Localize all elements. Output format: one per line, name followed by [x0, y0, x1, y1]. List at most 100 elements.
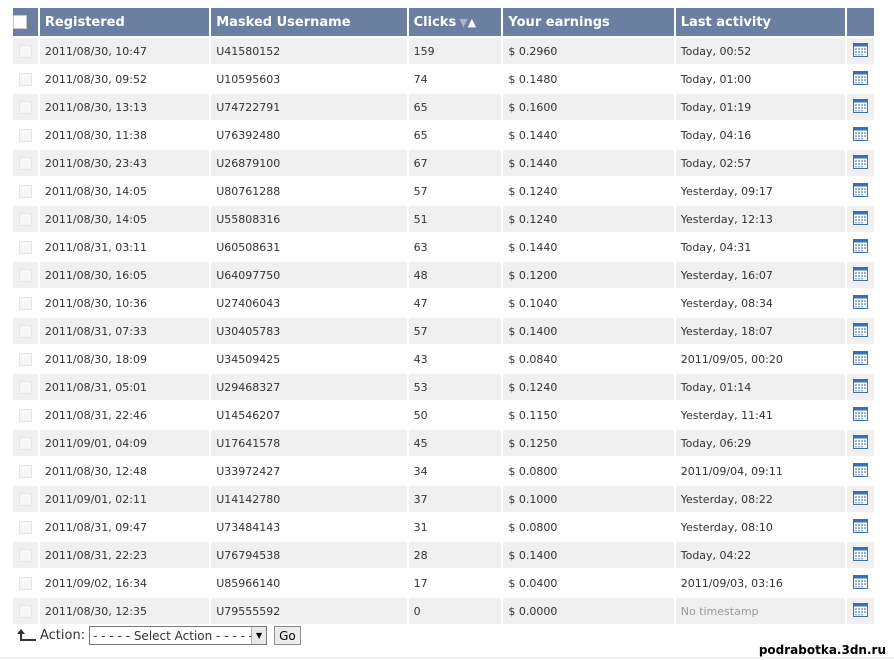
row-checkbox[interactable]	[18, 156, 32, 170]
calendar-stats-icon[interactable]	[853, 210, 869, 228]
table-row: 2011/08/30, 14:05 U80761288 57 $ 0.1240 Yest…	[13, 178, 874, 204]
cell-username: U14142780	[211, 486, 407, 512]
chevron-down-icon[interactable]: ▼	[251, 627, 267, 644]
select-all-checkbox[interactable]	[13, 15, 27, 29]
table-row: 2011/08/30, 23:43 U26879100 67 $ 0.1440 Toda…	[13, 150, 874, 176]
row-checkbox-cell	[13, 486, 38, 512]
header-earnings[interactable]: Your earnings	[503, 8, 674, 36]
calendar-stats-icon[interactable]	[853, 266, 869, 284]
row-checkbox-cell	[13, 514, 38, 540]
calendar-stats-icon[interactable]	[853, 574, 869, 592]
cell-last-activity: Yesterday, 09:17	[675, 178, 846, 204]
row-checkbox[interactable]	[18, 520, 32, 534]
calendar-stats-icon[interactable]	[853, 490, 869, 508]
last-activity-text: Yesterday, 18:07	[680, 324, 773, 338]
header-username[interactable]: Masked Username	[211, 8, 407, 36]
cell-earnings: $ 0.0800	[503, 514, 674, 540]
cell-earnings: $ 0.1200	[503, 262, 674, 288]
calendar-stats-icon[interactable]	[853, 518, 869, 536]
header-last-activity-label: Last activity	[680, 14, 772, 30]
last-activity-text: Yesterday, 16:07	[680, 268, 773, 282]
cell-username: U33972427	[211, 458, 407, 484]
cell-registered: 2011/08/31, 05:01	[39, 374, 210, 400]
cell-registered: 2011/08/31, 07:33	[39, 318, 210, 344]
row-checkbox[interactable]	[18, 576, 32, 590]
calendar-stats-icon[interactable]	[853, 406, 869, 424]
row-checkbox[interactable]	[18, 464, 32, 478]
header-username-label: Masked Username	[216, 14, 351, 30]
table-row: 2011/08/31, 22:46 U14546207 50 $ 0.1150 Yest…	[13, 402, 874, 428]
row-checkbox-cell	[13, 290, 38, 316]
row-checkbox[interactable]	[18, 212, 32, 226]
cell-clicks: 45	[408, 430, 502, 456]
cell-username: U55808316	[211, 206, 407, 232]
calendar-stats-icon[interactable]	[853, 602, 869, 620]
cell-registered: 2011/08/30, 12:48	[39, 458, 210, 484]
calendar-stats-icon[interactable]	[853, 154, 869, 172]
row-checkbox[interactable]	[18, 436, 32, 450]
sort-ascending-icon[interactable]: ▲	[467, 15, 477, 29]
last-activity-text: Today, 00:52	[680, 44, 752, 58]
calendar-stats-icon[interactable]	[853, 238, 869, 256]
cell-last-activity: 2011/09/04, 09:11	[675, 458, 846, 484]
header-clicks[interactable]: Clicks ▼▲	[408, 8, 502, 36]
last-activity-text: No timestamp	[680, 604, 759, 618]
cell-clicks: 48	[408, 262, 502, 288]
header-registered[interactable]: Registered	[39, 8, 210, 36]
calendar-stats-icon[interactable]	[853, 378, 869, 396]
cell-registered: 2011/08/31, 22:23	[39, 542, 210, 568]
calendar-stats-icon[interactable]	[853, 42, 869, 60]
row-icon-cell	[847, 318, 874, 344]
calendar-stats-icon[interactable]	[853, 294, 869, 312]
calendar-stats-icon[interactable]	[853, 462, 869, 480]
cell-username: U27406043	[211, 290, 407, 316]
calendar-stats-icon[interactable]	[853, 126, 869, 144]
cell-username: U74722791	[211, 94, 407, 120]
last-activity-text: 2011/09/05, 00:20	[680, 352, 783, 366]
row-checkbox[interactable]	[18, 408, 32, 422]
row-checkbox[interactable]	[18, 492, 32, 506]
row-checkbox[interactable]	[18, 240, 32, 254]
row-checkbox[interactable]	[18, 268, 32, 282]
last-activity-text: Today, 04:31	[680, 240, 752, 254]
row-icon-cell	[847, 514, 874, 540]
last-activity-text: 2011/09/03, 03:16	[680, 576, 783, 590]
row-checkbox[interactable]	[18, 324, 32, 338]
calendar-stats-icon[interactable]	[853, 322, 869, 340]
calendar-stats-icon[interactable]	[853, 182, 869, 200]
row-checkbox[interactable]	[18, 352, 32, 366]
row-checkbox-cell	[13, 458, 38, 484]
cell-registered: 2011/08/30, 14:05	[39, 178, 210, 204]
row-checkbox[interactable]	[18, 72, 32, 86]
row-icon-cell	[847, 206, 874, 232]
cell-username: U14546207	[211, 402, 407, 428]
row-checkbox[interactable]	[18, 128, 32, 142]
header-icon-column	[847, 8, 874, 36]
cell-username: U26879100	[211, 150, 407, 176]
cell-earnings: $ 0.1480	[503, 66, 674, 92]
row-icon-cell	[847, 66, 874, 92]
action-select[interactable]: - - - - - Select Action - - - - - ▼	[89, 626, 268, 645]
calendar-stats-icon[interactable]	[853, 434, 869, 452]
cell-earnings: $ 0.0400	[503, 570, 674, 596]
row-checkbox[interactable]	[18, 548, 32, 562]
row-checkbox-cell	[13, 430, 38, 456]
row-checkbox[interactable]	[18, 296, 32, 310]
cell-earnings: $ 0.0840	[503, 346, 674, 372]
row-checkbox[interactable]	[18, 184, 32, 198]
row-checkbox[interactable]	[18, 380, 32, 394]
header-last-activity[interactable]: Last activity	[675, 8, 846, 36]
referrals-table: Registered Masked Username Clicks ▼▲ Your…	[11, 6, 876, 626]
calendar-stats-icon[interactable]	[853, 98, 869, 116]
sort-descending-icon[interactable]: ▼	[459, 15, 468, 29]
cell-earnings: $ 0.1440	[503, 122, 674, 148]
calendar-stats-icon[interactable]	[853, 70, 869, 88]
table-row: 2011/08/30, 11:38 U76392480 65 $ 0.1440 Toda…	[13, 122, 874, 148]
go-button[interactable]: Go	[274, 626, 301, 645]
row-checkbox[interactable]	[18, 100, 32, 114]
table-row: 2011/08/30, 14:05 U55808316 51 $ 0.1240 Yest…	[13, 206, 874, 232]
calendar-stats-icon[interactable]	[853, 546, 869, 564]
calendar-stats-icon[interactable]	[853, 350, 869, 368]
row-checkbox[interactable]	[18, 604, 32, 618]
row-checkbox[interactable]	[18, 44, 32, 58]
